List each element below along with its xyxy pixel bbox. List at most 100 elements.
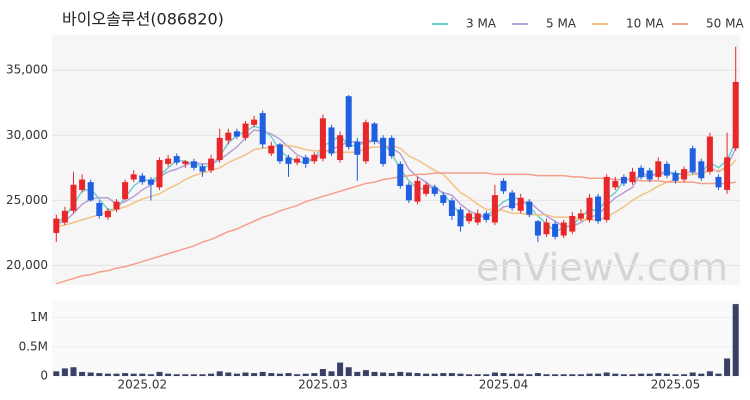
candle-body (380, 137, 387, 164)
volume-bar (199, 374, 206, 376)
volume-bar (509, 373, 516, 376)
candle-body (681, 169, 688, 180)
candle-body (173, 156, 180, 163)
candle-body (603, 176, 610, 220)
volume-bar (431, 373, 438, 376)
candle-body (242, 123, 249, 138)
volume-bar (474, 374, 481, 376)
volume-bar (423, 373, 430, 376)
volume-bar (294, 374, 301, 376)
volume-bar (113, 373, 120, 376)
candle-body (104, 210, 111, 218)
volume-bar (139, 373, 146, 376)
y-tick-label: 35,000 (6, 63, 48, 77)
volume-bar (500, 373, 507, 376)
candle-body (663, 163, 670, 176)
volume-bar (156, 371, 163, 376)
y-tick-label: 1M (30, 310, 48, 324)
volume-bar (173, 374, 180, 376)
candle-body (560, 222, 567, 236)
candle-body (595, 196, 602, 222)
chart-title: 바이오솔루션(086820) (62, 10, 224, 29)
volume-bar (268, 373, 275, 376)
x-tick-label: 2025.02 (117, 378, 167, 392)
x-tick-label: 2025.04 (479, 378, 529, 392)
candle-body (345, 96, 352, 147)
volume-bar (242, 372, 249, 376)
volume-bar (517, 373, 524, 376)
volume-bar (414, 373, 421, 376)
volume-bar (371, 371, 378, 376)
candle-body (259, 113, 266, 145)
volume-bar (225, 372, 232, 376)
candle-body (233, 131, 240, 137)
candle-body (302, 157, 309, 164)
volume-bar (552, 374, 559, 376)
volume-bar (440, 373, 447, 376)
candle-body (577, 213, 584, 219)
candle-body (130, 174, 137, 180)
volume-bar (586, 373, 593, 376)
volume-bar (732, 304, 739, 376)
candle-body (620, 176, 627, 184)
candle-body (448, 200, 455, 216)
volume-bar (681, 374, 688, 376)
volume-bar (190, 374, 197, 376)
candle-body (689, 148, 696, 172)
watermark: enViewV.com (476, 246, 728, 290)
candle-body (552, 223, 559, 237)
volume-bar (285, 373, 292, 376)
y-tick-label: 25,000 (6, 193, 48, 207)
ma-line (56, 144, 737, 228)
candle-body (423, 184, 430, 194)
legend-label: 5 MA (546, 17, 577, 31)
y-tick-label: 0 (40, 369, 48, 383)
candle-body (122, 182, 129, 200)
candle-body (500, 180, 507, 192)
candle-body (724, 157, 731, 190)
candle-body (70, 184, 77, 211)
volume-bar (87, 372, 94, 376)
candle-body (440, 195, 447, 203)
volume-bar (319, 368, 326, 376)
volume-bar (302, 373, 309, 376)
volume-bar (560, 374, 567, 376)
volume-bar (595, 373, 602, 376)
candle-body (53, 218, 60, 233)
volume-bar (130, 373, 137, 376)
candle-body (509, 192, 516, 209)
candle-body (586, 197, 593, 220)
candle-body (491, 195, 498, 223)
candle-body (294, 158, 301, 163)
candle-body (629, 171, 636, 183)
volume-bar (543, 374, 550, 376)
legend-label: 50 MA (706, 17, 744, 31)
y-tick-label: 0.5M (19, 339, 48, 353)
volume-bar (328, 371, 335, 376)
volume-bar (526, 374, 533, 376)
candle-body (319, 118, 326, 159)
volume-bar (448, 373, 455, 376)
candle-body (431, 187, 438, 194)
volume-bar (61, 368, 68, 376)
volume-panel (52, 300, 740, 376)
candle-body (732, 81, 739, 149)
volume-bar (706, 371, 713, 376)
candle-body (147, 179, 154, 185)
candle-body (337, 135, 344, 160)
candle-body (182, 161, 189, 164)
candle-body (208, 158, 215, 171)
candle-body (285, 157, 292, 164)
volume-bar (689, 372, 696, 376)
volume-bar (483, 374, 490, 376)
candle-body (474, 213, 481, 223)
volume-bar (96, 373, 103, 376)
candle-body (96, 202, 103, 216)
candle-body (526, 201, 533, 215)
volume-bar (70, 367, 77, 376)
candle-body (534, 221, 541, 236)
volume-bar (233, 373, 240, 376)
candle-body (405, 184, 412, 201)
volume-bar (612, 373, 619, 376)
candle-body (612, 180, 619, 188)
